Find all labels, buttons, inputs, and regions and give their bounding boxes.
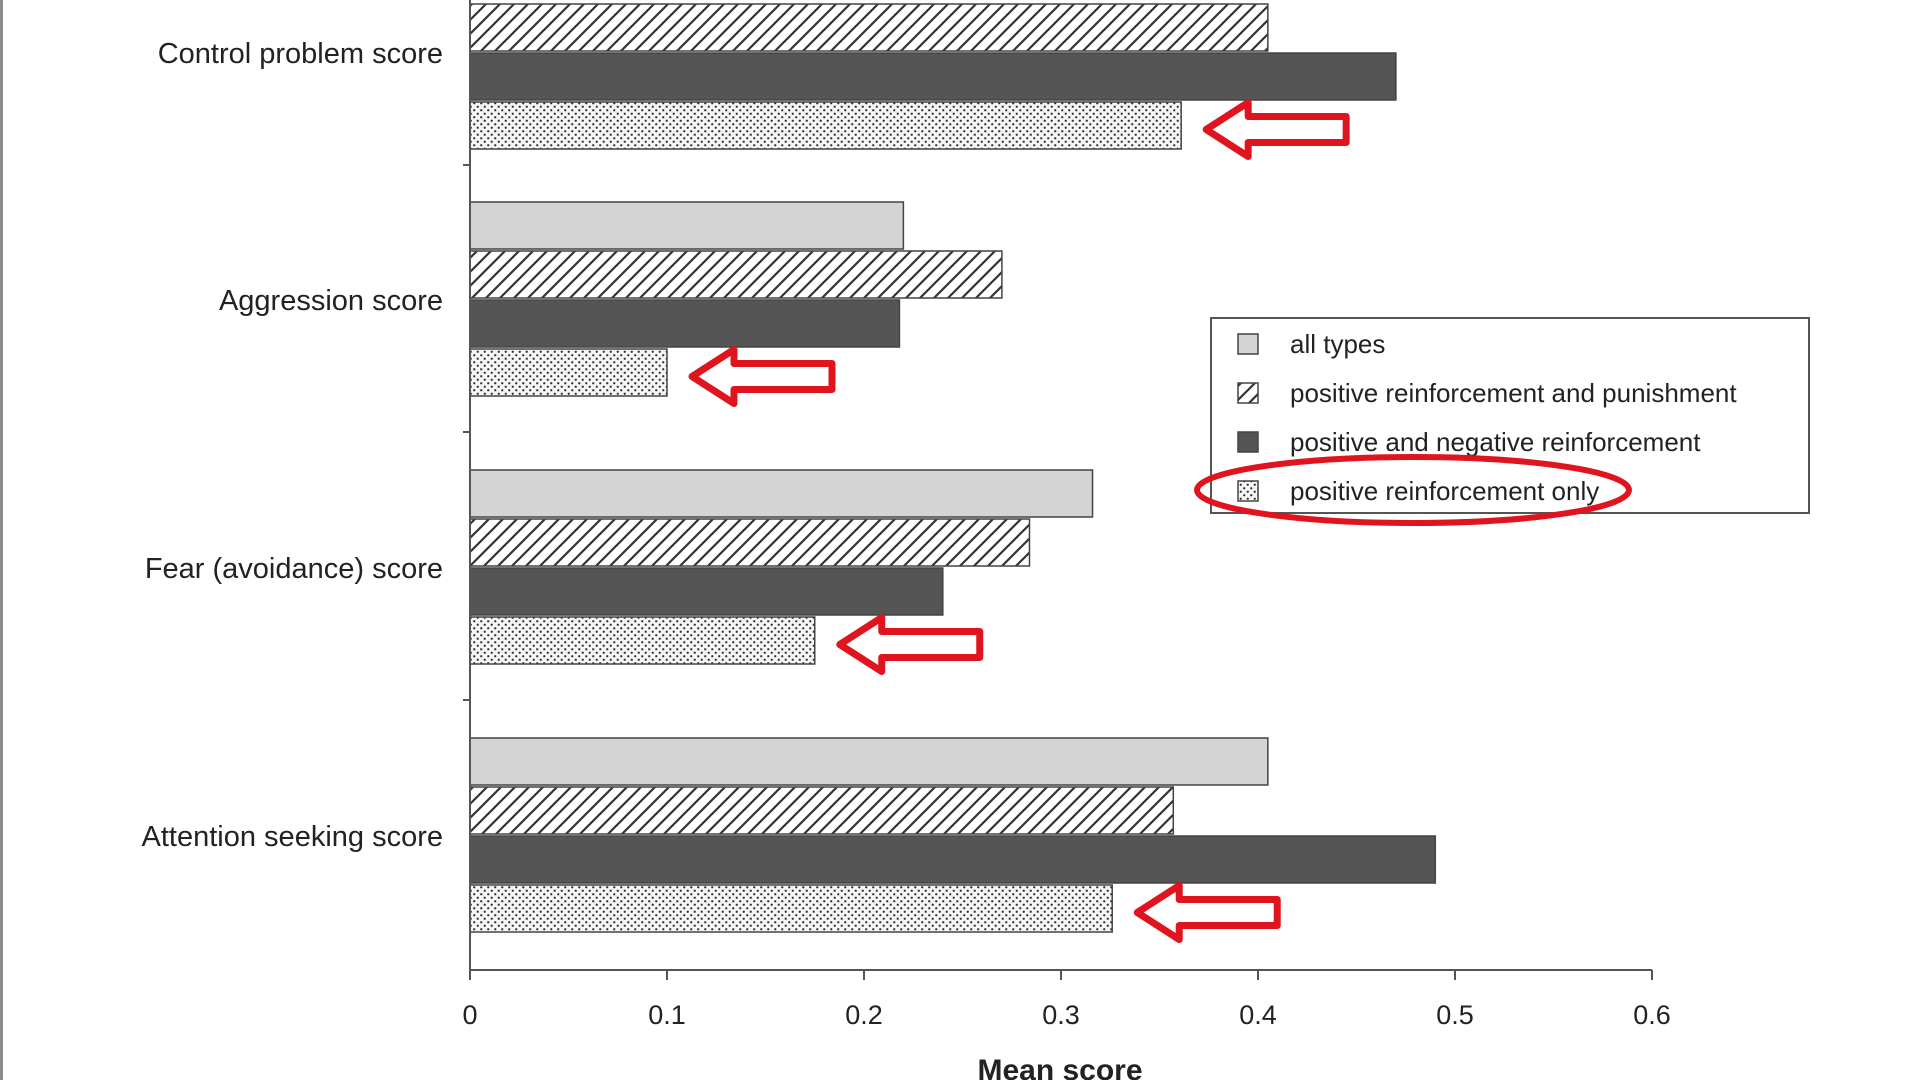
bar-control-problem-score-positive-and-negative-reinforcement xyxy=(469,52,1397,101)
legend-swatch-positive-and-negative-reinforcement xyxy=(1237,431,1259,453)
x-tick-label: 0.2 xyxy=(845,1000,883,1030)
bars-layer xyxy=(469,3,1437,933)
bar-attention-seeking-score-all-types xyxy=(469,737,1269,786)
red-arrow-annotation xyxy=(688,346,836,407)
legend-swatch-positive-reinforcement-only xyxy=(1237,480,1259,502)
legend-swatch-positive-reinforcement-and-punishment xyxy=(1237,382,1259,404)
bar-aggression-score-positive-and-negative-reinforcement xyxy=(469,299,901,348)
category-label: Fear (avoidance) score xyxy=(145,553,443,585)
legend-swatch-all-types xyxy=(1237,333,1259,355)
x-tick-label: 0.6 xyxy=(1633,1000,1671,1030)
bar-fear-avoidance-score-all-types xyxy=(469,469,1094,518)
category-label: Aggression score xyxy=(219,285,443,317)
bar-fear-avoidance-score-positive-reinforcement-and-punishment xyxy=(469,518,1031,567)
x-tick-label: 0.4 xyxy=(1239,1000,1277,1030)
legend-label-positive-reinforcement-and-punishment: positive reinforcement and punishment xyxy=(1290,378,1737,408)
bar-control-problem-score-positive-reinforcement-only xyxy=(469,101,1182,150)
red-arrow-annotation xyxy=(1133,882,1281,943)
bar-fear-avoidance-score-positive-and-negative-reinforcement xyxy=(469,567,944,616)
x-axis-label: Mean score xyxy=(977,1054,1142,1080)
bar-attention-seeking-score-positive-reinforcement-and-punishment xyxy=(469,786,1175,835)
legend-label-all-types: all types xyxy=(1290,329,1385,359)
bar-fear-avoidance-score-positive-reinforcement-only xyxy=(469,616,816,665)
legend-label-positive-and-negative-reinforcement: positive and negative reinforcement xyxy=(1290,427,1701,457)
category-label: Attention seeking score xyxy=(142,821,443,853)
x-tick-label: 0.3 xyxy=(1042,1000,1080,1030)
legend-label-positive-reinforcement-only: positive reinforcement only xyxy=(1290,476,1599,506)
category-label: Control problem score xyxy=(158,38,443,70)
bar-control-problem-score-positive-reinforcement-and-punishment xyxy=(469,3,1269,52)
left-edge-frame xyxy=(0,0,3,1080)
red-arrow-annotation xyxy=(836,614,984,675)
annotations xyxy=(688,99,1632,943)
legend-box xyxy=(1210,317,1810,514)
bar-aggression-score-all-types xyxy=(469,201,905,250)
red-ellipse-annotation xyxy=(1194,454,1632,526)
x-tick-label: 0.1 xyxy=(648,1000,686,1030)
x-tick-label: 0.5 xyxy=(1436,1000,1474,1030)
bar-aggression-score-positive-reinforcement-only xyxy=(469,348,668,397)
axis-layer: Control problem score Aggression score Fea… xyxy=(142,0,1671,1080)
bar-attention-seeking-score-positive-and-negative-reinforcement xyxy=(469,835,1437,884)
bar-aggression-score-positive-reinforcement-and-punishment xyxy=(469,250,1003,299)
bar-attention-seeking-score-positive-reinforcement-only xyxy=(469,884,1113,933)
legend: all types positive reinforcement and puni… xyxy=(1210,317,1810,514)
red-arrow-annotation xyxy=(1202,99,1350,160)
x-tick-label: 0 xyxy=(462,1000,477,1030)
